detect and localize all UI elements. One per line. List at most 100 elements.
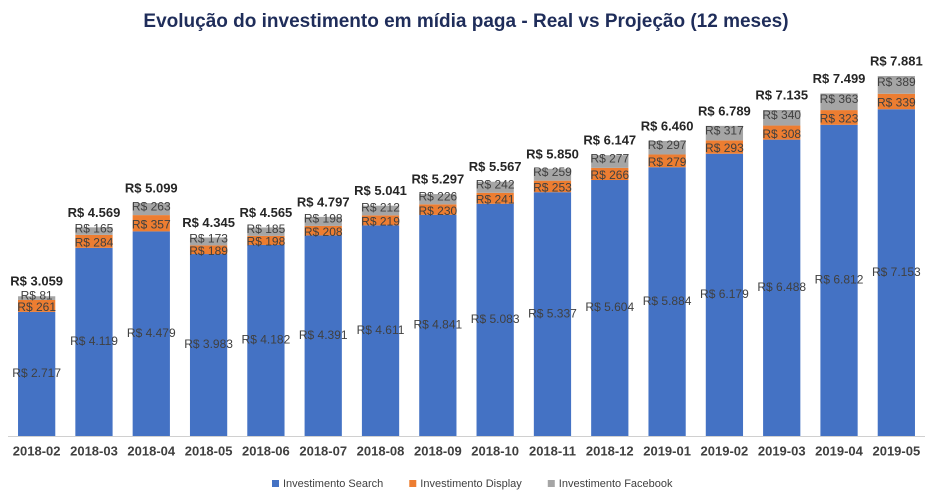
value-label: R$ 242 bbox=[476, 177, 515, 191]
bar-segment bbox=[419, 204, 457, 215]
legend-label: Investimento Display bbox=[420, 478, 522, 490]
x-tick-label: 2019-03 bbox=[758, 443, 806, 458]
total-label: R$ 5.297 bbox=[411, 171, 464, 186]
value-label: R$ 198 bbox=[247, 235, 286, 249]
value-label: R$ 5.337 bbox=[528, 306, 577, 320]
value-label: R$ 308 bbox=[762, 127, 801, 141]
total-label: R$ 7.135 bbox=[755, 87, 808, 102]
bar-segment bbox=[132, 231, 170, 436]
total-label: R$ 6.460 bbox=[641, 118, 694, 133]
value-label: R$ 279 bbox=[648, 155, 687, 169]
value-label: R$ 261 bbox=[17, 300, 56, 314]
value-label: R$ 4.182 bbox=[242, 333, 291, 347]
bar-segment bbox=[18, 299, 56, 312]
bar-segment bbox=[18, 311, 56, 436]
bar-segment bbox=[820, 110, 858, 125]
value-label: R$ 6.812 bbox=[815, 273, 864, 287]
bar-segment bbox=[877, 93, 915, 110]
bar-segment bbox=[705, 153, 744, 436]
x-tick-label: 2018-10 bbox=[471, 443, 519, 458]
bar-segment bbox=[648, 140, 686, 155]
x-tick-label: 2019-01 bbox=[643, 443, 691, 458]
total-label: R$ 4.797 bbox=[297, 194, 350, 209]
bar-segment bbox=[763, 139, 801, 436]
bar-segment bbox=[75, 234, 113, 248]
value-label: R$ 6.179 bbox=[700, 287, 749, 301]
value-label: R$ 284 bbox=[75, 236, 114, 250]
value-label: R$ 363 bbox=[820, 92, 859, 106]
value-label: R$ 4.391 bbox=[299, 328, 348, 342]
bar-segment bbox=[476, 181, 514, 193]
value-label: R$ 189 bbox=[189, 244, 228, 258]
bar-segment bbox=[361, 215, 400, 226]
bar-segment bbox=[247, 235, 285, 245]
value-label: R$ 266 bbox=[590, 168, 629, 182]
total-label: R$ 7.881 bbox=[870, 53, 923, 68]
value-label: R$ 185 bbox=[247, 222, 286, 236]
value-label: R$ 6.488 bbox=[757, 280, 806, 294]
bar-segment bbox=[591, 167, 629, 181]
bar-segment bbox=[763, 125, 801, 140]
value-label: R$ 317 bbox=[705, 123, 744, 137]
x-tick-label: 2019-02 bbox=[701, 443, 749, 458]
bar-segment bbox=[189, 245, 228, 255]
bar-segment bbox=[476, 192, 514, 204]
bar-segment bbox=[18, 296, 56, 300]
total-label: R$ 6.789 bbox=[698, 103, 751, 118]
value-label: R$ 4.611 bbox=[357, 323, 405, 337]
bar-segment bbox=[476, 203, 514, 436]
x-tick-label: 2018-12 bbox=[586, 443, 634, 458]
x-tick-label: 2018-09 bbox=[414, 443, 462, 458]
value-label: R$ 226 bbox=[418, 189, 457, 203]
value-label: R$ 165 bbox=[75, 221, 114, 235]
x-tick-label: 2018-04 bbox=[127, 443, 175, 458]
value-label: R$ 5.884 bbox=[643, 294, 692, 308]
bar-segment bbox=[132, 215, 170, 232]
bar-segment bbox=[820, 124, 858, 436]
bar-segment bbox=[189, 254, 228, 436]
chart-title: Evolução do investimento em mídia paga -… bbox=[143, 11, 788, 32]
value-label: R$ 4.841 bbox=[413, 318, 462, 332]
value-label: R$ 230 bbox=[418, 204, 457, 218]
bar-segment bbox=[304, 225, 342, 236]
value-label: R$ 357 bbox=[132, 217, 171, 231]
value-label: R$ 7.153 bbox=[872, 265, 921, 279]
value-label: R$ 198 bbox=[304, 212, 343, 226]
bar-segment bbox=[304, 235, 342, 436]
x-tick-label: 2019-04 bbox=[815, 443, 863, 458]
x-tick-label: 2018-11 bbox=[529, 443, 576, 458]
value-label: R$ 339 bbox=[877, 96, 916, 110]
value-label: R$ 259 bbox=[533, 165, 572, 179]
value-label: R$ 293 bbox=[705, 141, 744, 155]
value-label: R$ 5.604 bbox=[585, 300, 634, 314]
total-label: R$ 7.499 bbox=[813, 71, 866, 86]
x-tick-label: 2018-08 bbox=[357, 443, 405, 458]
bar-segment bbox=[820, 93, 858, 111]
value-label: R$ 5.083 bbox=[471, 312, 520, 326]
bar-segment bbox=[533, 180, 572, 193]
x-tick-label: 2018-02 bbox=[13, 443, 61, 458]
bar-segment bbox=[763, 110, 801, 126]
value-label: R$ 2.717 bbox=[12, 366, 61, 380]
value-label: R$ 173 bbox=[189, 232, 228, 246]
bar-segment bbox=[533, 168, 572, 181]
bar-segment bbox=[705, 140, 744, 154]
value-label: R$ 277 bbox=[590, 152, 629, 166]
bar-segment bbox=[247, 227, 285, 236]
bar-segment bbox=[533, 192, 572, 436]
bar-segment bbox=[132, 203, 170, 216]
bar-segment bbox=[304, 216, 342, 226]
value-label: R$ 4.479 bbox=[127, 326, 176, 340]
total-label: R$ 5.099 bbox=[125, 181, 178, 196]
legend-swatch bbox=[547, 480, 555, 487]
value-label: R$ 263 bbox=[132, 199, 171, 213]
bar-segment bbox=[591, 155, 629, 168]
bar-segment bbox=[705, 125, 744, 141]
value-label: R$ 212 bbox=[361, 201, 400, 215]
legend-swatch bbox=[272, 480, 279, 487]
bar-segment bbox=[591, 180, 629, 436]
x-tick-label: 2018-06 bbox=[242, 443, 290, 458]
bar-segment bbox=[361, 205, 400, 216]
bar-segment bbox=[189, 237, 228, 246]
